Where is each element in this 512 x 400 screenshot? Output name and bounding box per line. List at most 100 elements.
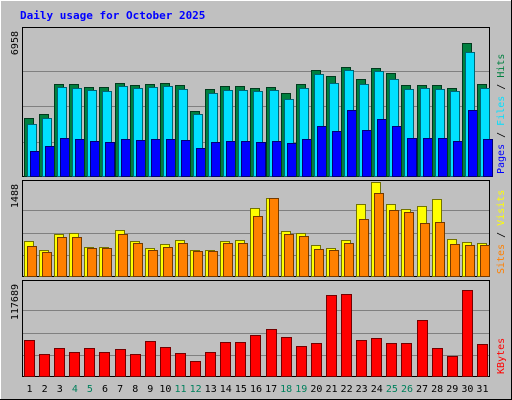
bar-visits-sites-day-31: Sites 31: 510 xyxy=(480,245,490,277)
bar-hits-pages-day-18: Pages 18: 1600 xyxy=(287,143,297,177)
bar-hits-pages-day-22: Pages 22: 3240 xyxy=(347,110,357,177)
x-tick-label-day-18: 18 xyxy=(280,384,292,395)
bar-kbytes-kbytes-day-4: KBytes 4: 31900 xyxy=(69,352,80,377)
bar-visits-sites-day-24: Sites 24: 1390 xyxy=(374,193,384,277)
x-tick-label-day-9: 9 xyxy=(147,384,153,395)
bar-kbytes-kbytes-day-14: KBytes 14: 45000 xyxy=(220,342,231,377)
bar-kbytes-kbytes-day-25: KBytes 25: 43000 xyxy=(386,343,397,377)
x-tick-label-day-14: 14 xyxy=(220,384,232,395)
x-tick-label-day-30: 30 xyxy=(461,384,473,395)
bar-kbytes-kbytes-day-21: KBytes 21: 106500 xyxy=(326,295,337,377)
x-tick-label-day-2: 2 xyxy=(42,384,48,395)
x-tick-label-day-28: 28 xyxy=(431,384,443,395)
legend-visits: Sites / Visits xyxy=(496,190,507,274)
bar-visits-sites-day-27: Sites 27: 890 xyxy=(420,223,430,277)
bar-visits-sites-day-10: Sites 10: 490 xyxy=(163,247,173,277)
bar-kbytes-kbytes-day-18: KBytes 18: 51600 xyxy=(281,337,292,377)
bar-visits-sites-day-21: Sites 21: 430 xyxy=(329,250,339,277)
bar-visits-sites-day-15: Sites 15: 550 xyxy=(238,243,248,277)
bar-kbytes-kbytes-day-31: KBytes 31: 42500 xyxy=(477,344,488,377)
x-tick-label-day-13: 13 xyxy=(205,384,217,395)
max-label-visits: 1488 xyxy=(10,184,21,208)
legend-entry-hits: Hits xyxy=(496,54,507,78)
legend-separator: / xyxy=(496,226,507,244)
bar-hits-pages-day-29: Pages 29: 1730 xyxy=(453,141,463,177)
bar-hits-pages-day-24: Pages 24: 2800 xyxy=(377,119,387,177)
x-axis: 1 2 3 4 5 6 7 8 9 10 11 12 13 14 15 16 17 18 19 20 21 22 23 24 2… xyxy=(27,384,489,395)
bar-visits-sites-day-6: Sites 6: 460 xyxy=(102,248,112,277)
x-tick-label-day-1: 1 xyxy=(27,384,33,395)
bar-visits-sites-day-16: Sites 16: 1000 xyxy=(253,216,263,277)
bar-visits-sites-day-14: Sites 14: 550 xyxy=(223,243,233,277)
chart-title: Daily usage for October 2025 xyxy=(20,9,205,22)
bar-visits-sites-day-23: Sites 23: 960 xyxy=(359,219,369,277)
x-tick-label-day-6: 6 xyxy=(102,384,108,395)
bar-hits-pages-day-28: Pages 28: 1860 xyxy=(438,138,448,177)
bar-hits-pages-day-1: Pages 1: 1210 xyxy=(30,151,40,177)
x-tick-label-day-21: 21 xyxy=(325,384,337,395)
legend-entry-visits: Visits xyxy=(496,190,507,226)
bar-visits-sites-day-25: Sites 25: 1100 xyxy=(389,210,399,277)
bar-visits-sites-day-11: Sites 11: 560 xyxy=(178,243,188,277)
x-tick-label-day-10: 10 xyxy=(159,384,171,395)
bar-kbytes-kbytes-day-26: KBytes 26: 43500 xyxy=(401,343,412,377)
bar-hits-pages-day-16: Pages 16: 1690 xyxy=(256,142,266,177)
bar-kbytes-kbytes-day-27: KBytes 27: 73800 xyxy=(417,320,428,377)
legend-entry-pages: Pages xyxy=(496,144,507,174)
bar-hits-pages-day-27: Pages 27: 1860 xyxy=(423,138,433,177)
bar-hits-pages-day-31: Pages 31: 1820 xyxy=(483,139,493,177)
bar-visits-sites-day-17: Sites 17: 1300 xyxy=(269,198,279,277)
bar-kbytes-kbytes-day-1: KBytes 1: 48000 xyxy=(24,340,35,377)
panel-kbytes: KBytes 1: 48000 KBytes 2: 29500 KBytes 3: … xyxy=(10,280,507,377)
panel-visits: Visits 1: 580Sites 1: 500Visits 2: 440Si… xyxy=(10,180,507,277)
bar-hits-pages-day-30: Pages 30: 3240 xyxy=(468,110,478,177)
bar-kbytes-kbytes-day-24: KBytes 24: 50800 xyxy=(371,338,382,377)
bar-visits-sites-day-18: Sites 18: 700 xyxy=(284,234,294,277)
bar-kbytes-kbytes-day-13: KBytes 13: 31900 xyxy=(205,352,216,377)
legend-entry-kbytes: KBytes xyxy=(496,338,507,374)
legend-kbytes: KBytes xyxy=(496,338,507,374)
bar-hits-pages-day-11: Pages 11: 1770 xyxy=(181,140,191,177)
bar-hits-pages-day-3: Pages 3: 1860 xyxy=(60,138,70,177)
bar-visits-sites-day-9: Sites 9: 430 xyxy=(148,250,158,277)
x-tick-label-day-7: 7 xyxy=(117,384,123,395)
bar-hits-pages-day-20: Pages 20: 2460 xyxy=(317,126,327,177)
x-tick-label-day-3: 3 xyxy=(57,384,63,395)
bar-visits-sites-day-4: Sites 4: 650 xyxy=(72,237,82,277)
panel-hits: Hits 1: 2830Files 1: 2530Pages 1: 1210Hi… xyxy=(10,27,507,177)
bar-hits-pages-day-8: Pages 8: 1770 xyxy=(136,140,146,177)
bar-hits-pages-day-2: Pages 2: 1470 xyxy=(45,146,55,177)
max-label-kbytes: 117689 xyxy=(10,284,21,320)
x-tick-label-day-15: 15 xyxy=(235,384,247,395)
bar-visits-sites-day-13: Sites 13: 410 xyxy=(208,251,218,277)
bar-hits-pages-day-19: Pages 19: 1820 xyxy=(302,139,312,177)
bar-hits-pages-day-26: Pages 26: 1860 xyxy=(407,138,417,177)
bar-visits-sites-day-2: Sites 2: 400 xyxy=(42,252,52,277)
x-tick-label-day-4: 4 xyxy=(72,384,78,395)
legend-hits: Pages / Files / Hits xyxy=(496,54,507,174)
x-tick-label-day-8: 8 xyxy=(132,384,138,395)
x-tick-label-day-20: 20 xyxy=(310,384,322,395)
x-tick-label-day-25: 25 xyxy=(386,384,398,395)
bar-visits-sites-day-8: Sites 8: 550 xyxy=(133,243,143,277)
bar-hits-pages-day-9: Pages 9: 1800 xyxy=(151,139,161,177)
max-label-hits: 6958 xyxy=(10,31,21,55)
legend-entry-files: Files xyxy=(496,96,507,126)
bar-kbytes-kbytes-day-8: KBytes 8: 29500 xyxy=(130,354,141,377)
bar-visits-sites-day-22: Sites 22: 550 xyxy=(344,243,354,277)
bar-kbytes-kbytes-day-9: KBytes 9: 45800 xyxy=(145,341,156,377)
bar-kbytes-kbytes-day-22: KBytes 22: 108000 xyxy=(341,294,352,377)
bar-kbytes-kbytes-day-16: KBytes 16: 54800 xyxy=(250,335,261,377)
bar-visits-sites-day-7: Sites 7: 700 xyxy=(118,234,128,277)
bar-kbytes-kbytes-day-12: KBytes 12: 19300 xyxy=(190,361,201,377)
bar-kbytes-kbytes-day-7: KBytes 7: 35700 xyxy=(115,349,126,377)
x-tick-label-day-12: 12 xyxy=(190,384,202,395)
chart-panels: Hits 1: 2830Files 1: 2530Pages 1: 1210Hi… xyxy=(10,27,507,377)
x-tick-label-day-16: 16 xyxy=(250,384,262,395)
x-tick-label-day-26: 26 xyxy=(401,384,413,395)
bar-kbytes-kbytes-day-10: KBytes 10: 38700 xyxy=(160,347,171,377)
bar-kbytes-kbytes-day-23: KBytes 23: 48000 xyxy=(356,340,367,377)
bar-visits-sites-day-30: Sites 30: 510 xyxy=(465,245,475,277)
legend-separator: / xyxy=(496,126,507,144)
